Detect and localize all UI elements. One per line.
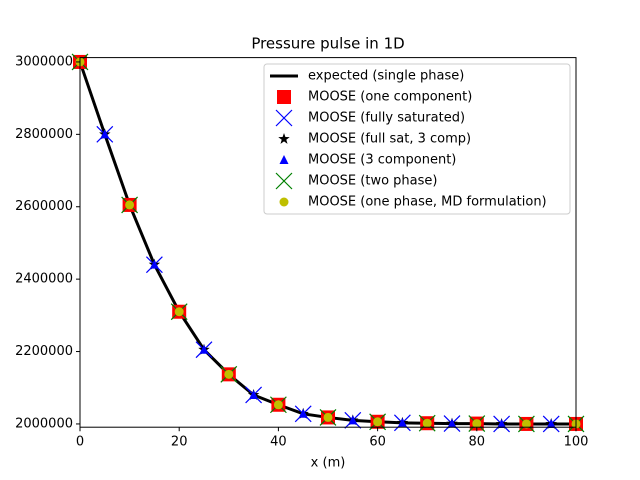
data-marker — [497, 418, 507, 428]
plot-area — [71, 53, 585, 433]
chart-title: Pressure pulse in 1D — [251, 35, 404, 53]
legend-label: MOOSE (full sat, 3 comp) — [308, 132, 471, 147]
data-marker — [323, 412, 333, 422]
data-marker — [472, 419, 482, 429]
data-marker — [422, 418, 432, 428]
y-tick-label: 2400000 — [15, 272, 73, 287]
x-tick-label: 60 — [369, 435, 386, 450]
data-marker — [199, 344, 209, 354]
data-marker — [174, 307, 184, 317]
legend-marker — [277, 90, 291, 104]
legend: expected (single phase) MOOSE (one compon… — [263, 63, 571, 215]
x-tick-label: 40 — [270, 435, 287, 450]
data-marker — [447, 418, 457, 428]
y-tick-label: 2800000 — [15, 127, 73, 142]
legend-marker — [275, 109, 293, 127]
legend-marker — [279, 197, 289, 207]
x-tick-label: 80 — [469, 435, 486, 450]
legend-label: MOOSE (one phase, MD formulation) — [308, 195, 547, 210]
legend-label: expected (single phase) — [308, 69, 464, 84]
y-tick-label: 2600000 — [15, 199, 73, 214]
legend-marker — [278, 133, 290, 144]
x-axis-label: x (m) — [311, 456, 346, 471]
legend-box — [263, 63, 571, 215]
data-marker — [348, 415, 358, 425]
y-tick-label: 2000000 — [15, 416, 73, 431]
data-marker — [546, 418, 556, 428]
x-tick-label: 0 — [76, 435, 84, 450]
legend-label: MOOSE (3 component) — [308, 153, 456, 168]
y-tick-label: 3000000 — [15, 54, 73, 69]
data-marker — [249, 389, 259, 399]
x-tick-label: 20 — [171, 435, 188, 450]
data-marker — [149, 259, 159, 269]
data-marker — [100, 129, 110, 139]
data-marker — [521, 419, 531, 429]
legend-label: MOOSE (two phase) — [308, 174, 437, 189]
legend-label: MOOSE (fully saturated) — [308, 111, 465, 126]
data-marker — [298, 408, 308, 418]
legend-marker — [275, 172, 293, 190]
data-marker — [224, 369, 234, 379]
y-tick-label: 2200000 — [15, 344, 73, 359]
data-marker — [125, 200, 135, 210]
x-tick-label: 100 — [564, 435, 589, 450]
legend-label: MOOSE (one component) — [308, 90, 472, 105]
axes-frame — [79, 57, 577, 428]
data-marker — [373, 417, 383, 427]
data-marker — [397, 417, 407, 427]
data-marker — [273, 400, 283, 410]
legend-marker — [279, 155, 289, 164]
